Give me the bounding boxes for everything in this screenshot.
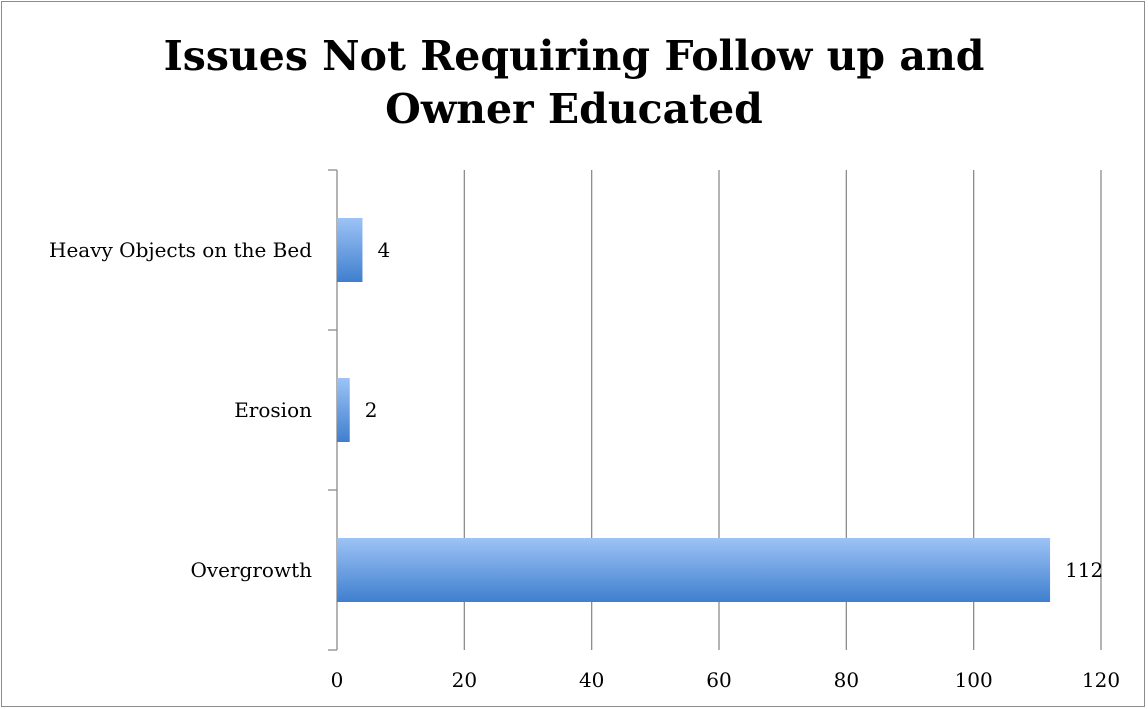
- data-label: 112: [1065, 558, 1103, 582]
- bar-2: [337, 538, 1051, 602]
- chart-title: Issues Not Requiring Follow up and Owner…: [0, 30, 1148, 136]
- x-tick-label: 0: [331, 668, 344, 692]
- data-label: 2: [365, 398, 378, 422]
- chart-title-line-2: Owner Educated: [385, 85, 763, 133]
- y-axis: [328, 169, 338, 651]
- labels: 0 20 40 60 80 100 120 Heavy Objects on the Bed 4…: [49, 238, 1120, 692]
- data-label: 4: [377, 238, 390, 262]
- bars: [337, 218, 1051, 602]
- x-tick-label: 120: [1082, 668, 1120, 692]
- bar-0: [337, 218, 363, 282]
- x-tick-label: 20: [452, 668, 477, 692]
- y-category-label: Heavy Objects on the Bed: [49, 238, 312, 262]
- x-tick-label: 100: [955, 668, 993, 692]
- x-tick-label: 60: [706, 668, 731, 692]
- chart-title-line-1: Issues Not Requiring Follow up and: [163, 32, 985, 80]
- x-tick-label: 80: [834, 668, 859, 692]
- bar-1: [337, 378, 350, 442]
- y-category-label: Erosion: [234, 398, 312, 422]
- y-category-label: Overgrowth: [190, 558, 312, 582]
- x-tick-label: 40: [579, 668, 604, 692]
